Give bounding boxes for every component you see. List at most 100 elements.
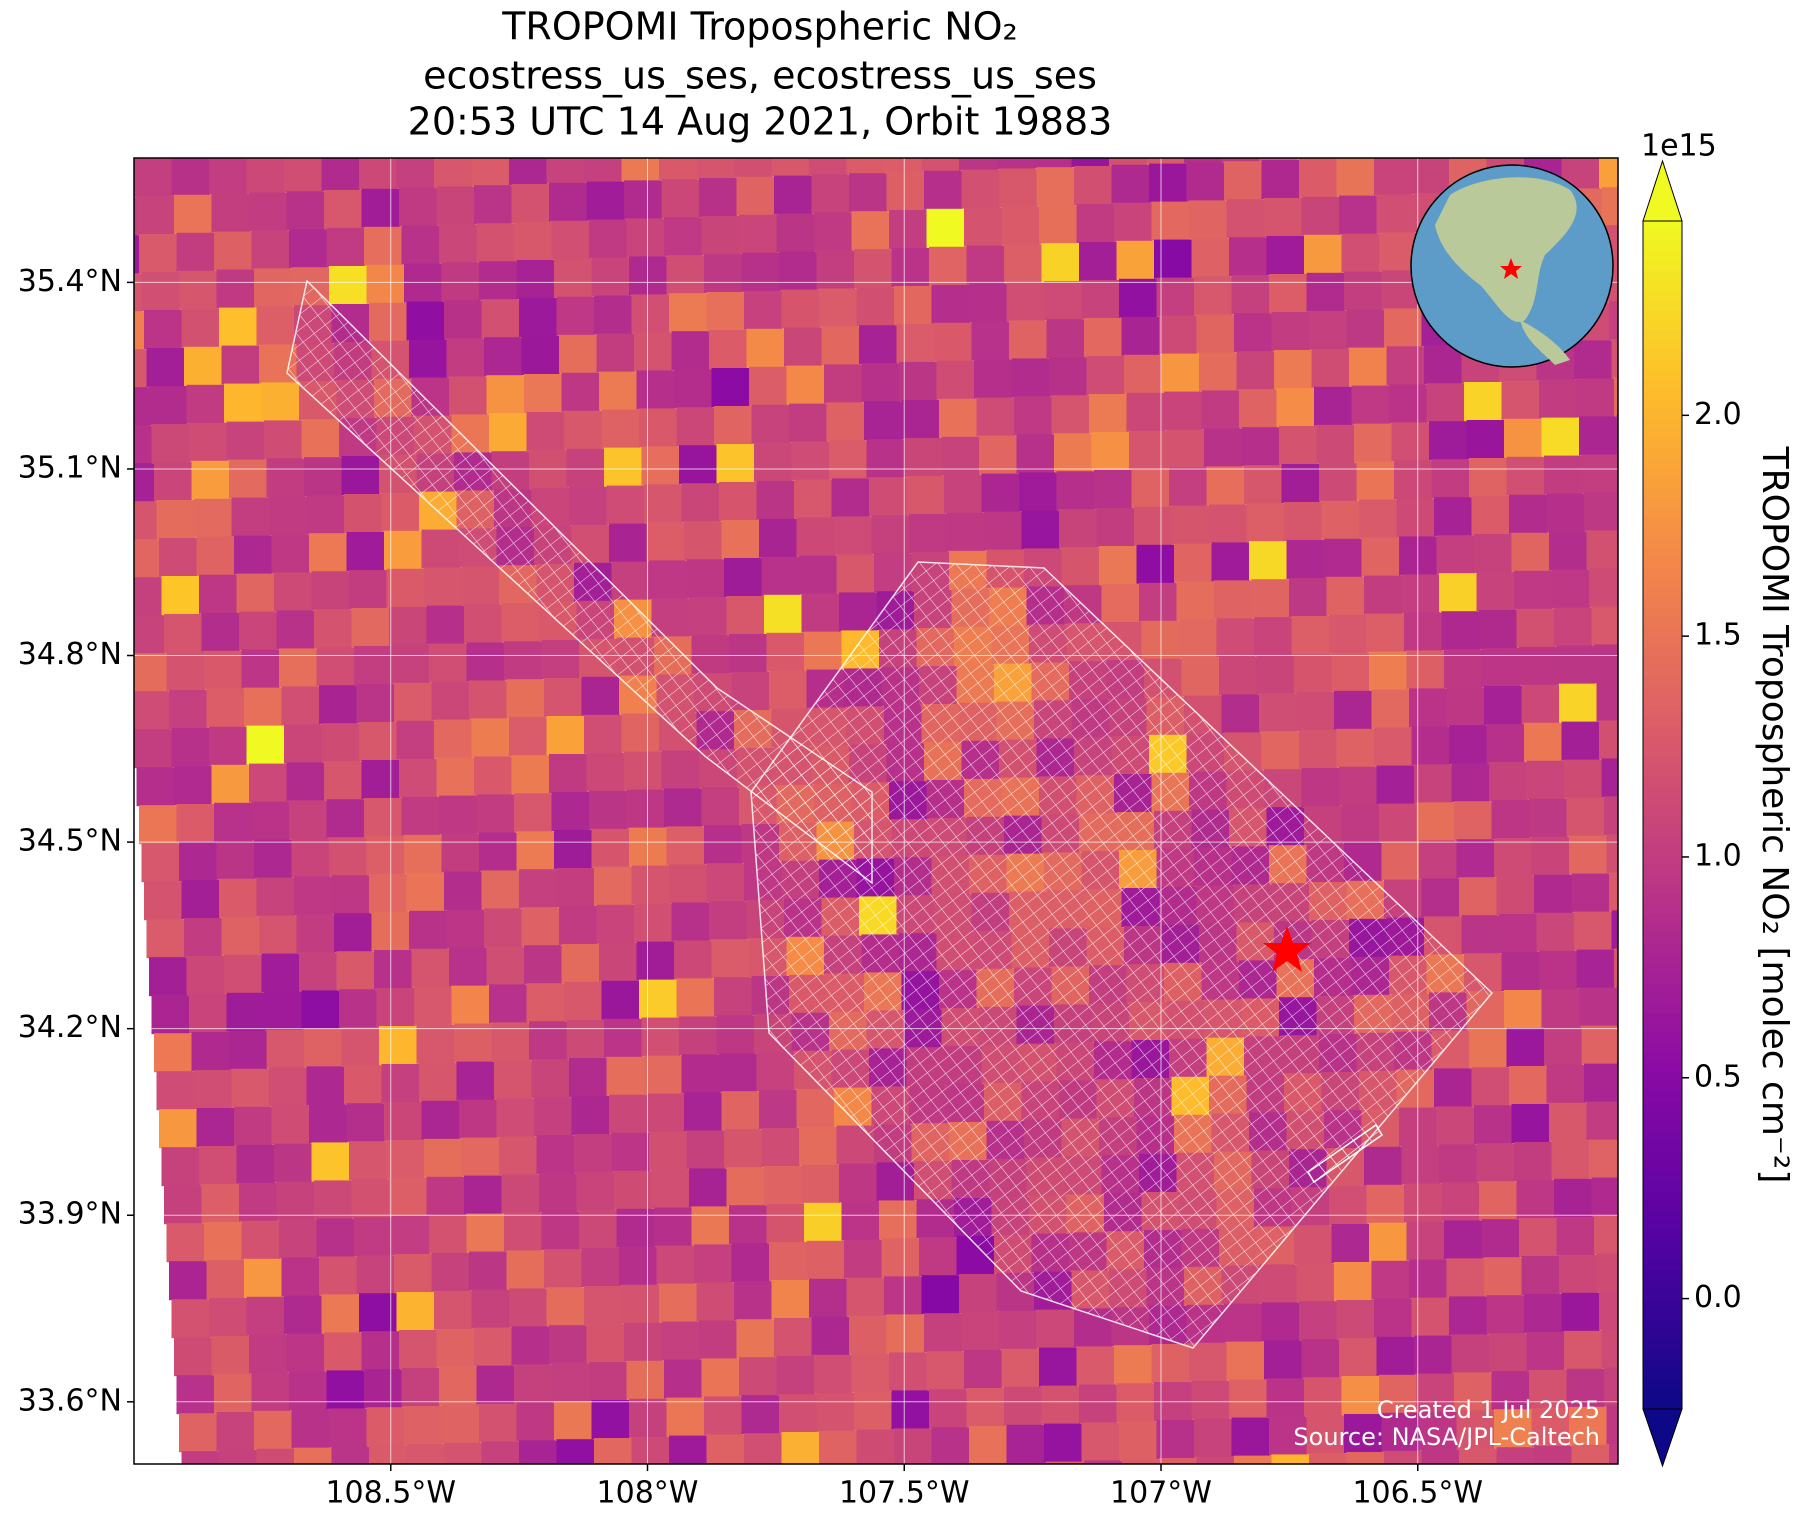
- no2-pixel: [1304, 1377, 1343, 1417]
- no2-pixel: [544, 678, 583, 717]
- colorbar-step: [1643, 686, 1682, 697]
- no2-pixel: [506, 679, 545, 719]
- no2-pixel: [561, 944, 600, 983]
- no2-pixel: [856, 287, 895, 327]
- no2-pixel: [1589, 568, 1618, 608]
- no2-pixel: [579, 1210, 618, 1249]
- no2-pixel: [254, 1410, 293, 1450]
- no2-pixel: [226, 992, 265, 1032]
- no2-pixel: [1044, 1423, 1083, 1463]
- no2-pixel: [636, 370, 675, 410]
- no2-pixel: [1722, 1440, 1761, 1479]
- no2-pixel: [766, 1204, 805, 1243]
- colorbar-step: [1643, 1240, 1682, 1252]
- time-line: 20:53 UTC 14 Aug 2021, Orbit 19883: [408, 100, 1113, 144]
- subtitle: ecostress_us_ses, ecostress_us_ses: [423, 54, 1097, 98]
- no2-pixel: [1196, 1456, 1235, 1464]
- no2-pixel: [659, 1283, 698, 1323]
- no2-pixel: [341, 1027, 380, 1067]
- no2-pixel: [1549, 1102, 1588, 1142]
- no2-pixel: [779, 251, 818, 291]
- no2-pixel: [734, 158, 773, 178]
- colorbar-step: [1643, 300, 1682, 311]
- no2-pixel: [296, 914, 335, 954]
- colorbar-step: [1643, 834, 1682, 846]
- no2-pixel: [469, 1251, 508, 1291]
- no2-pixel: [1581, 1025, 1618, 1065]
- no2-pixel: [249, 192, 288, 232]
- no2-pixel: [1614, 948, 1618, 988]
- no2-pixel: [609, 523, 648, 563]
- no2-pixel: [481, 870, 520, 910]
- no2-pixel: [519, 1440, 558, 1464]
- no2-pixel: [1534, 874, 1573, 914]
- no2-pixel: [189, 422, 228, 462]
- no2-pixel: [714, 406, 753, 445]
- no2-pixel: [1476, 572, 1515, 611]
- colorbar-step: [1643, 943, 1682, 955]
- no2-pixel: [389, 606, 428, 646]
- no2-pixel: [186, 384, 225, 424]
- no2-pixel: [614, 1170, 653, 1210]
- map-frame: [133, 157, 1619, 1465]
- no2-pixel: [1289, 578, 1328, 617]
- no2-pixel: [636, 941, 675, 981]
- colorbar-step: [1643, 785, 1682, 796]
- no2-pixel: [259, 1487, 298, 1515]
- no2-pixel: [206, 688, 245, 728]
- no2-pixel: [976, 397, 1015, 437]
- no2-pixel: [1569, 835, 1608, 875]
- colorbar-step: [1643, 1161, 1682, 1172]
- no2-pixel: [1579, 416, 1618, 456]
- no2-pixel: [366, 1407, 405, 1447]
- no2-pixel: [444, 300, 483, 340]
- no2-pixel: [246, 1296, 285, 1336]
- no2-pixel: [1046, 1461, 1085, 1464]
- no2-pixel: [1046, 319, 1085, 359]
- no2-pixel: [1447, 116, 1486, 155]
- no2-pixel: [761, 1128, 800, 1167]
- colorbar-tick-label: 0.5: [1694, 1059, 1742, 1094]
- y-tick-label: 34.2°N: [18, 1010, 122, 1045]
- no2-pixel: [357, 113, 396, 152]
- no2-pixel: [856, 1429, 895, 1464]
- no2-pixel: [469, 680, 508, 720]
- no2-pixel: [476, 794, 515, 834]
- colorbar-step: [1643, 1042, 1682, 1054]
- no2-pixel: [551, 1363, 590, 1403]
- no2-pixel: [699, 178, 738, 217]
- no2-pixel: [676, 407, 715, 447]
- no2-pixel: [746, 328, 785, 368]
- no2-pixel: [1349, 347, 1388, 387]
- no2-pixel: [584, 158, 623, 183]
- no2-pixel: [466, 1213, 505, 1253]
- no2-pixel: [349, 1141, 388, 1181]
- no2-pixel: [569, 1058, 608, 1097]
- colorbar-step: [1643, 419, 1682, 430]
- no2-pixel: [1524, 722, 1563, 762]
- no2-pixel: [1369, 80, 1408, 119]
- no2-pixel: [1084, 318, 1123, 357]
- colorbar-step: [1643, 468, 1682, 479]
- no2-pixel: [1332, 82, 1371, 121]
- no2-pixel: [1144, 88, 1183, 127]
- no2-pixel: [581, 1248, 620, 1287]
- credit-source: Source: NASA/JPL-Caltech: [1293, 1423, 1600, 1451]
- no2-pixel: [741, 252, 780, 292]
- no2-pixel: [964, 1350, 1003, 1389]
- no2-pixel: [1359, 499, 1398, 539]
- no2-pixel: [747, 1471, 786, 1510]
- no2-pixel: [1456, 1410, 1495, 1450]
- colorbar-step: [1643, 409, 1682, 420]
- no2-pixel: [176, 1375, 215, 1415]
- colorbar-step: [1643, 904, 1682, 915]
- colorbar-step: [1643, 339, 1682, 351]
- no2-pixel: [207, 118, 246, 157]
- no2-pixel: [281, 1257, 320, 1297]
- no2-pixel: [809, 158, 848, 176]
- no2-pixel: [1594, 644, 1618, 684]
- no2-pixel: [816, 250, 855, 290]
- no2-pixel: [761, 556, 800, 596]
- no2-pixel: [1469, 458, 1508, 497]
